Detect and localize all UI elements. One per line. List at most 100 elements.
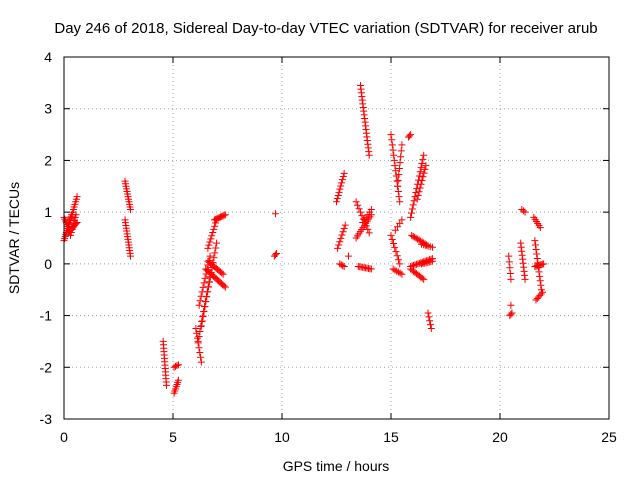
data-point [392, 167, 400, 175]
data-point [415, 172, 423, 180]
data-point [505, 252, 513, 260]
x-tick-label: 25 [601, 429, 617, 445]
data-point [394, 256, 402, 264]
data-point [391, 162, 399, 170]
y-tick-labels: -3 -2 -1 0 1 2 3 4 [40, 49, 53, 427]
data-point [220, 211, 228, 219]
data-point [394, 182, 402, 190]
data-point [340, 169, 348, 177]
data-point [395, 193, 403, 201]
data-point [422, 162, 430, 170]
data-point [507, 275, 515, 283]
data-point [70, 220, 78, 228]
data-point [197, 353, 205, 361]
data-point [219, 270, 227, 278]
data-point [197, 292, 205, 300]
data-point [390, 151, 398, 159]
data-point [539, 288, 547, 296]
data-point [192, 325, 200, 332]
data-point [406, 132, 414, 140]
data-point [533, 250, 541, 258]
data-point [506, 264, 514, 272]
data-point [333, 198, 340, 206]
data-point [355, 205, 363, 213]
data-point [334, 191, 342, 199]
data-point [202, 298, 210, 306]
data-point [210, 254, 218, 262]
data-point [211, 222, 219, 230]
data-point [418, 160, 426, 168]
data-point [389, 240, 397, 248]
data-point [420, 169, 428, 177]
data-point [395, 165, 403, 173]
data-point [193, 334, 201, 342]
data-point [531, 241, 539, 249]
data-point [201, 274, 209, 282]
data-point [67, 231, 75, 239]
data-point [388, 141, 396, 149]
data-point [337, 261, 345, 269]
data-point [339, 173, 347, 181]
data-point [414, 191, 422, 199]
data-point [338, 179, 346, 187]
data-point [407, 131, 415, 139]
data-point [396, 269, 404, 277]
data-point [426, 317, 434, 325]
data-point [531, 237, 539, 245]
data-point [198, 317, 206, 325]
data-point [340, 224, 348, 232]
data-point [210, 225, 218, 233]
data-point [418, 274, 426, 282]
data-point [337, 182, 345, 190]
data-point [415, 188, 423, 196]
data-point [398, 216, 406, 224]
data-point [170, 363, 178, 371]
data-point [271, 210, 279, 218]
chart-title: Day 246 of 2018, Sidereal Day-to-day VTE… [54, 20, 597, 37]
data-point [365, 151, 373, 159]
data-point [195, 344, 203, 352]
data-point [195, 332, 203, 340]
data-point [333, 195, 341, 203]
data-point [336, 238, 344, 246]
data-point [365, 229, 373, 237]
data-point [199, 283, 207, 291]
data-point [416, 168, 424, 176]
data-point [71, 214, 79, 222]
data-point [196, 349, 204, 357]
data-point [221, 283, 229, 291]
data-point [428, 243, 436, 251]
data-point [73, 193, 81, 201]
data-point [198, 288, 206, 296]
data-point [507, 310, 515, 318]
data-point [221, 211, 229, 219]
data-points [60, 81, 548, 397]
y-tick-label: 4 [44, 49, 52, 65]
data-point [396, 159, 404, 167]
x-tick-labels: 0 5 10 15 20 25 [60, 429, 617, 445]
data-point [387, 231, 395, 239]
data-point [397, 147, 405, 155]
data-point [396, 198, 404, 206]
data-point [341, 221, 349, 229]
data-point [70, 217, 78, 225]
data-point [206, 238, 214, 246]
data-point [410, 261, 418, 269]
data-point [519, 207, 527, 215]
data-point [390, 156, 398, 164]
data-point [352, 198, 360, 206]
data-point [340, 262, 348, 270]
data-point [389, 146, 397, 154]
data-point [505, 258, 513, 266]
data-point [273, 250, 281, 258]
data-point [392, 248, 400, 256]
data-point [394, 187, 402, 195]
data-point [521, 275, 529, 283]
data-point [427, 325, 435, 332]
data-point [540, 260, 548, 268]
data-point [407, 213, 415, 221]
axis-ticks [63, 56, 610, 420]
data-point [391, 244, 399, 252]
data-point [420, 275, 428, 283]
data-point [536, 277, 544, 285]
